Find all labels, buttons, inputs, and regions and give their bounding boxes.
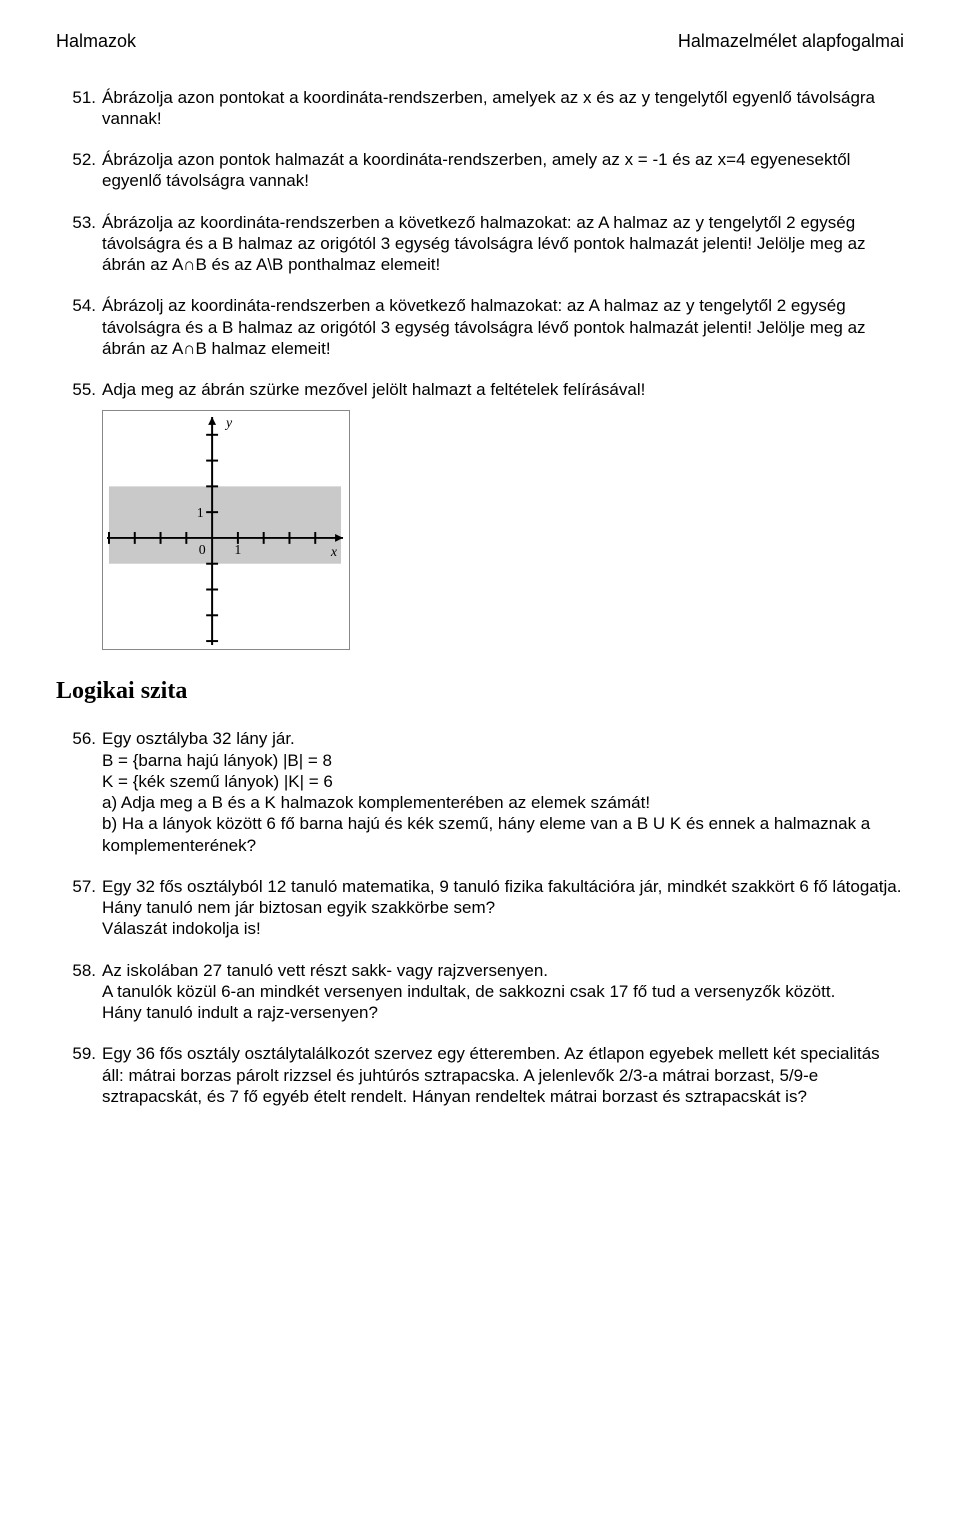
header-right: Halmazelmélet alapfogalmai bbox=[678, 30, 904, 53]
problems-list-2: 56. Egy osztályba 32 lány jár. B = {barn… bbox=[56, 728, 904, 1107]
problem-line: B = {barna hajú lányok) |B| = 8 bbox=[102, 750, 904, 771]
problem-text: Ábrázolja az koordináta-rendszerben a kö… bbox=[102, 213, 866, 275]
problem-number: 55. bbox=[56, 379, 96, 400]
problem-number: 57. bbox=[56, 876, 96, 897]
problem-57: 57. Egy 32 fős osztályból 12 tanuló mate… bbox=[102, 876, 904, 940]
problem-text: Ábrázolj az koordináta-rendszerben a köv… bbox=[102, 296, 866, 358]
problem-text: Ábrázolja azon pontok halmazát a koordin… bbox=[102, 150, 850, 190]
page-header: Halmazok Halmazelmélet alapfogalmai bbox=[56, 30, 904, 53]
problem-number: 53. bbox=[56, 212, 96, 233]
problem-line: A tanulók közül 6-an mindkét versenyen i… bbox=[102, 981, 904, 1002]
problem-number: 54. bbox=[56, 295, 96, 316]
problem-line: Egy 32 fős osztályból 12 tanuló matemati… bbox=[102, 876, 904, 897]
problem-53: 53. Ábrázolja az koordináta-rendszerben … bbox=[102, 212, 904, 276]
problem-54: 54. Ábrázolj az koordináta-rendszerben a… bbox=[102, 295, 904, 359]
svg-text:0: 0 bbox=[199, 543, 206, 558]
problem-number: 51. bbox=[56, 87, 96, 108]
problem-52: 52. Ábrázolja azon pontok halmazát a koo… bbox=[102, 149, 904, 192]
svg-text:1: 1 bbox=[234, 543, 241, 558]
problem-58: 58. Az iskolában 27 tanuló vett részt sa… bbox=[102, 960, 904, 1024]
svg-text:y: y bbox=[224, 416, 233, 431]
coordinate-chart: 0 1 1 x y bbox=[102, 410, 350, 650]
section-title-logikai-szita: Logikai szita bbox=[56, 676, 904, 706]
problem-number: 52. bbox=[56, 149, 96, 170]
svg-text:x: x bbox=[330, 545, 338, 560]
problem-line: Hány tanuló nem jár biztosan egyik szakk… bbox=[102, 897, 904, 918]
problem-line: Válaszát indokolja is! bbox=[102, 918, 904, 939]
problem-59: 59. Egy 36 fős osztály osztálytalálkozót… bbox=[102, 1043, 904, 1107]
svg-text:1: 1 bbox=[197, 506, 204, 521]
problem-number: 59. bbox=[56, 1043, 96, 1064]
problem-51: 51. Ábrázolja azon pontokat a koordináta… bbox=[102, 87, 904, 130]
problem-56: 56. Egy osztályba 32 lány jár. B = {barn… bbox=[102, 728, 904, 856]
problem-text: Adja meg az ábrán szürke mezővel jelölt … bbox=[102, 380, 645, 399]
problem-number: 58. bbox=[56, 960, 96, 981]
header-left: Halmazok bbox=[56, 30, 136, 53]
problem-line: K = {kék szemű lányok) |K| = 6 bbox=[102, 771, 904, 792]
problem-55-figure: 0 1 1 x y bbox=[102, 410, 904, 650]
problem-text: Egy 36 fős osztály osztálytalálkozót sze… bbox=[102, 1044, 880, 1106]
problem-line: a) Adja meg a B és a K halmazok kompleme… bbox=[102, 792, 904, 813]
problem-55: 55. Adja meg az ábrán szürke mezővel jel… bbox=[102, 379, 904, 650]
problem-line: b) Ha a lányok között 6 fő barna hajú és… bbox=[102, 813, 904, 856]
problems-list: 51. Ábrázolja azon pontokat a koordináta… bbox=[56, 87, 904, 651]
problem-line: Egy osztályba 32 lány jár. bbox=[102, 728, 904, 749]
problem-number: 56. bbox=[56, 728, 96, 749]
problem-line: Hány tanuló indult a rajz-versenyen? bbox=[102, 1002, 904, 1023]
problem-line: Az iskolában 27 tanuló vett részt sakk- … bbox=[102, 960, 904, 981]
problem-text: Ábrázolja azon pontokat a koordináta-ren… bbox=[102, 88, 875, 128]
